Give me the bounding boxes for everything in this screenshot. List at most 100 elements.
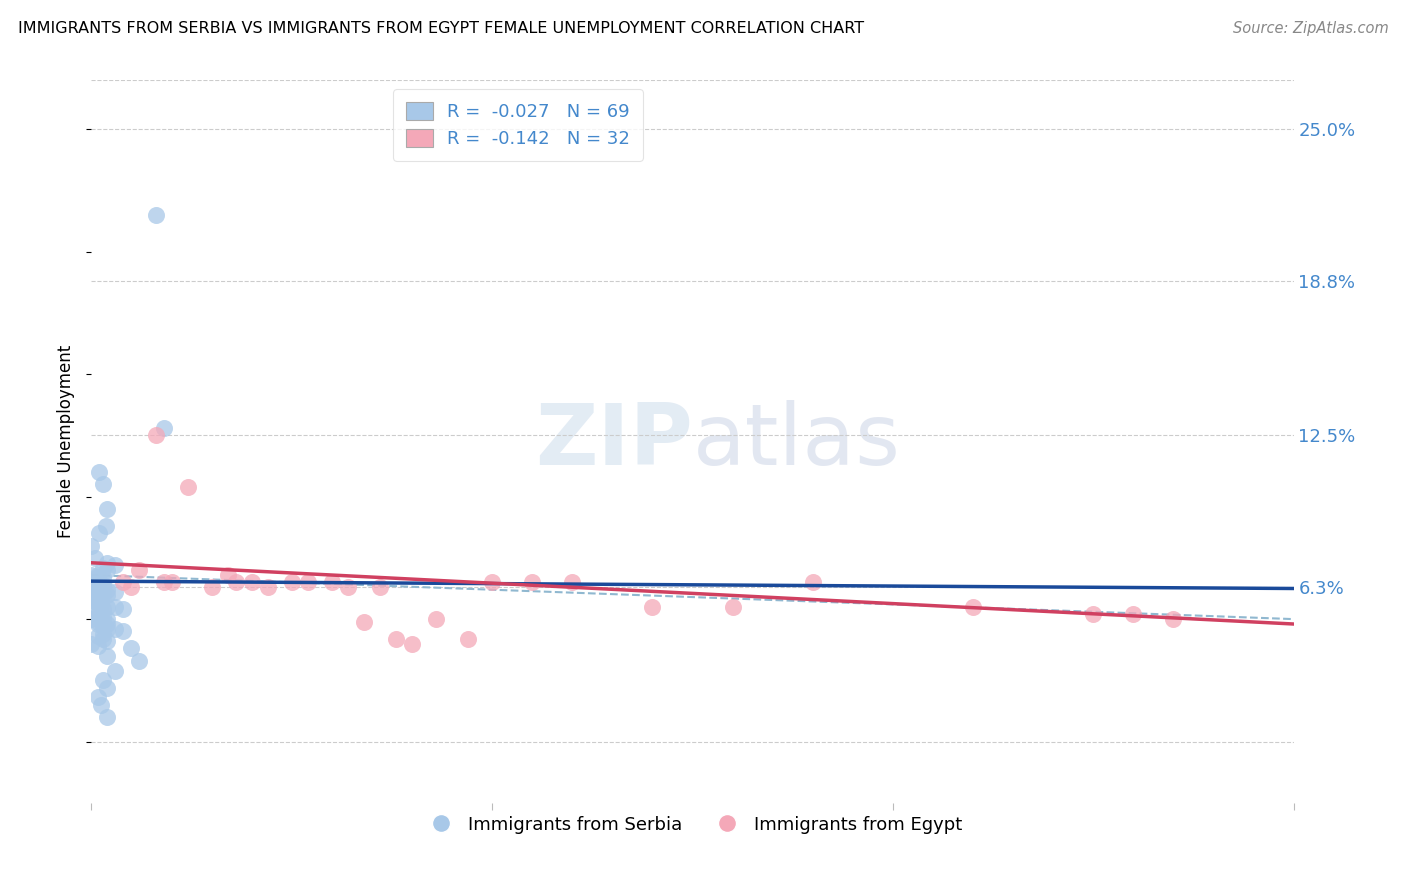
Point <box>87 595 110 609</box>
Point <box>84 550 107 565</box>
Point <box>96 556 118 570</box>
Point <box>87 605 110 619</box>
Point <box>96 599 118 614</box>
Point <box>385 632 408 646</box>
Point <box>96 634 118 648</box>
Point <box>96 588 118 602</box>
Point <box>297 575 319 590</box>
Point <box>353 615 375 629</box>
Point <box>93 588 115 602</box>
Point <box>152 575 174 590</box>
Point <box>89 465 111 479</box>
Point <box>93 560 115 574</box>
Point <box>87 590 110 604</box>
Point <box>87 615 110 629</box>
Point <box>87 575 110 590</box>
Point <box>80 568 103 582</box>
Point <box>176 480 198 494</box>
Point <box>336 580 359 594</box>
Point <box>93 627 115 641</box>
Point <box>96 563 118 577</box>
Point <box>1163 612 1185 626</box>
Legend: Immigrants from Serbia, Immigrants from Egypt: Immigrants from Serbia, Immigrants from … <box>415 808 970 841</box>
Point <box>104 599 127 614</box>
Point <box>87 570 110 584</box>
Point <box>721 599 744 614</box>
Point <box>96 681 118 695</box>
Point <box>93 580 115 594</box>
Point <box>1083 607 1105 622</box>
Point <box>96 617 118 632</box>
Point <box>87 582 110 597</box>
Point <box>522 575 544 590</box>
Point <box>93 615 115 629</box>
Point <box>112 575 135 590</box>
Point <box>93 632 115 646</box>
Point <box>160 575 183 590</box>
Point <box>112 624 135 639</box>
Point <box>96 710 118 724</box>
Point <box>256 580 278 594</box>
Point <box>80 539 103 553</box>
Point <box>93 570 115 584</box>
Point <box>104 622 127 636</box>
Point <box>87 592 110 607</box>
Point <box>93 477 115 491</box>
Point <box>87 629 110 643</box>
Point <box>104 664 127 678</box>
Point <box>80 592 103 607</box>
Text: IMMIGRANTS FROM SERBIA VS IMMIGRANTS FROM EGYPT FEMALE UNEMPLOYMENT CORRELATION : IMMIGRANTS FROM SERBIA VS IMMIGRANTS FRO… <box>18 21 865 36</box>
Point <box>240 575 263 590</box>
Point <box>96 648 118 663</box>
Point <box>80 582 103 597</box>
Point <box>121 580 143 594</box>
Point <box>457 632 479 646</box>
Point <box>80 637 103 651</box>
Point <box>121 641 143 656</box>
Text: ZIP: ZIP <box>534 400 692 483</box>
Y-axis label: Female Unemployment: Female Unemployment <box>58 345 76 538</box>
Point <box>96 612 118 626</box>
Point <box>368 580 391 594</box>
Point <box>561 575 583 590</box>
Point <box>87 568 110 582</box>
Point <box>425 612 447 626</box>
Point <box>128 563 150 577</box>
Point <box>145 428 167 442</box>
Point <box>801 575 824 590</box>
Point <box>93 578 115 592</box>
Point <box>321 575 343 590</box>
Point <box>217 568 239 582</box>
Point <box>80 575 103 590</box>
Point <box>87 580 110 594</box>
Point <box>1122 607 1144 622</box>
Point <box>87 582 110 597</box>
Point <box>87 598 110 612</box>
Point <box>96 502 118 516</box>
Point <box>87 617 110 632</box>
Point <box>90 598 112 612</box>
Point <box>145 208 167 222</box>
Text: Source: ZipAtlas.com: Source: ZipAtlas.com <box>1233 21 1389 36</box>
Point <box>89 526 111 541</box>
Point <box>93 602 115 616</box>
Point <box>87 639 110 653</box>
Point <box>96 622 118 636</box>
Point <box>201 580 224 594</box>
Point <box>104 585 127 599</box>
Point <box>128 654 150 668</box>
Point <box>962 599 984 614</box>
Point <box>401 637 423 651</box>
Point <box>281 575 304 590</box>
Point <box>80 612 103 626</box>
Point <box>225 575 247 590</box>
Point <box>93 673 115 688</box>
Point <box>93 619 115 633</box>
Point <box>90 595 112 609</box>
Point <box>641 599 664 614</box>
Point <box>93 609 115 624</box>
Point <box>90 698 112 712</box>
Point <box>112 602 135 616</box>
Point <box>104 558 127 573</box>
Point <box>152 421 174 435</box>
